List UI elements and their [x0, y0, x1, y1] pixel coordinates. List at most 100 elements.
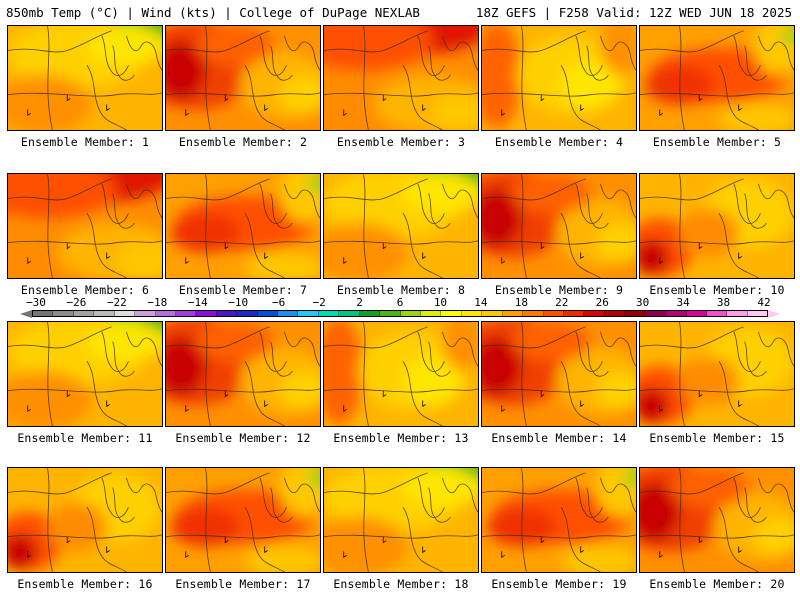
colorbar-segment — [400, 311, 422, 316]
ensemble-map-panel — [481, 25, 637, 131]
colorbar-tick-label: 2 — [356, 296, 363, 309]
panel-label: Ensemble Member: 10 — [649, 283, 785, 297]
ensemble-map-panel — [165, 173, 321, 279]
panel-label: Ensemble Member: 7 — [178, 283, 308, 297]
colorbar-tick-label: −30 — [26, 296, 46, 309]
colorbar-segment — [706, 311, 728, 316]
panel-label: Ensemble Member: 3 — [336, 135, 466, 149]
ensemble-map-panel — [639, 321, 795, 427]
colorbar-tick-label: 22 — [555, 296, 569, 309]
ensemble-map-panel — [7, 25, 163, 131]
ensemble-map-panel — [481, 321, 637, 427]
colorbar-segment — [175, 311, 197, 316]
colorbar-segment — [339, 311, 360, 316]
ensemble-map-panel — [7, 321, 163, 427]
colorbar-tick-label: −10 — [228, 296, 249, 309]
colorbar-tick-label: 38 — [716, 296, 731, 309]
colorbar-segment — [298, 311, 319, 316]
ensemble-map-panel — [639, 173, 795, 279]
ensemble-map-panel — [481, 173, 637, 279]
colorbar-segment — [747, 311, 768, 316]
colorbar-segment — [73, 311, 95, 316]
colorbar-segment — [482, 311, 503, 316]
ensemble-map-panel — [7, 173, 163, 279]
colorbar-tick-label: −6 — [272, 296, 286, 309]
colorbar-segment — [584, 311, 605, 316]
panel-label: Ensemble Member: 19 — [491, 577, 627, 591]
colorbar-tick-label: −26 — [66, 296, 87, 309]
colorbar-segment — [625, 311, 646, 316]
ensemble-map-panel — [165, 25, 321, 131]
ensemble-map-panel — [323, 173, 479, 279]
panel-label: Ensemble Member: 15 — [649, 431, 785, 445]
colorbar-tick-label: −14 — [187, 296, 208, 309]
ensemble-map-panel — [323, 25, 479, 131]
panel-label: Ensemble Member: 5 — [652, 135, 782, 149]
colorbar-segment — [278, 311, 299, 316]
colorbar-segment — [461, 311, 483, 316]
panel-label: Ensemble Member: 2 — [178, 135, 308, 149]
map-title: 850mb Temp (°C) | Wind (kts) | College o… — [6, 5, 420, 20]
colorbar-segment — [196, 311, 217, 316]
colorbar-tick-label: 30 — [636, 296, 650, 309]
colorbar-segment — [53, 311, 74, 316]
colorbar-segment — [421, 311, 442, 316]
colorbar-segment — [33, 311, 54, 316]
colorbar-segment — [114, 311, 136, 316]
panel-label: Ensemble Member: 8 — [336, 283, 466, 297]
ensemble-map-panel — [165, 321, 321, 427]
ensemble-map-panel — [7, 467, 163, 573]
panel-label: Ensemble Member: 18 — [333, 577, 469, 591]
colorbar-segment — [523, 311, 544, 316]
colorbar-segment — [666, 311, 687, 316]
panel-label: Ensemble Member: 14 — [491, 431, 627, 445]
colorbar-segment — [727, 311, 748, 316]
ensemble-map-panel — [323, 321, 479, 427]
ensemble-map-panel — [481, 467, 637, 573]
panel-label: Ensemble Member: 6 — [20, 283, 150, 297]
panel-label: Ensemble Member: 17 — [175, 577, 311, 591]
colorbar-tick-label: −18 — [147, 296, 168, 309]
ensemble-map-panel — [639, 25, 795, 131]
colorbar-segment — [543, 311, 564, 316]
colorbar-tick-label: −2 — [312, 296, 326, 309]
model-run-info: 18Z GEFS | F258 Valid: 12Z WED JUN 18 20… — [475, 5, 792, 20]
colorbar-segment — [318, 311, 340, 316]
ensemble-map-panel — [323, 467, 479, 573]
colorbar-segment — [645, 311, 667, 316]
panel-label: Ensemble Member: 4 — [494, 135, 624, 149]
panel-label: Ensemble Member: 11 — [17, 431, 153, 445]
colorbar-tick-label: 42 — [757, 296, 771, 309]
colorbar-tick-label: 26 — [595, 296, 609, 309]
panel-label: Ensemble Member: 1 — [20, 135, 150, 149]
colorbar-tick-label: 6 — [396, 296, 404, 309]
colorbar-segment — [502, 311, 524, 316]
panel-label: Ensemble Member: 13 — [333, 431, 469, 445]
colorbar-segment — [216, 311, 238, 316]
colorbar-segment — [135, 311, 156, 316]
temperature-colorbar — [32, 310, 768, 317]
panel-label: Ensemble Member: 12 — [175, 431, 311, 445]
ensemble-map-panel — [639, 467, 795, 573]
colorbar-segment — [237, 311, 258, 316]
colorbar-segment — [686, 311, 707, 316]
colorbar-segment — [441, 311, 462, 316]
colorbar-segment — [94, 311, 115, 316]
colorbar-tick-label: 10 — [433, 296, 448, 309]
colorbar-tick-label: 34 — [676, 296, 690, 309]
panel-label: Ensemble Member: 20 — [649, 577, 785, 591]
colorbar-segment — [563, 311, 585, 316]
panel-label: Ensemble Member: 16 — [17, 577, 153, 591]
colorbar-segment — [257, 311, 279, 316]
colorbar-segment — [155, 311, 176, 316]
colorbar-segment — [604, 311, 626, 316]
colorbar-segment — [380, 311, 401, 316]
colorbar-tick-labels: −30 −26 −22 −18 −14 −10 −6 −2 2 6 10 14 18 22 26 30 34 38… — [0, 296, 800, 310]
colorbar-tick-label: 14 — [474, 296, 488, 309]
colorbar-tick-label: 18 — [514, 296, 528, 309]
colorbar-min-arrow — [20, 310, 32, 318]
colorbar-segment — [359, 311, 381, 316]
panel-label: Ensemble Member: 9 — [494, 283, 624, 297]
ensemble-map-panel — [165, 467, 321, 573]
colorbar-max-arrow — [768, 310, 780, 318]
